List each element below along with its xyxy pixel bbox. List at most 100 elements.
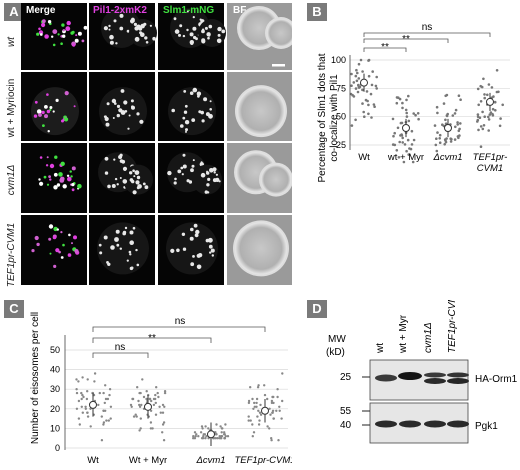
- micrograph-tile: [21, 72, 87, 141]
- panel-b-point: [435, 137, 438, 140]
- micrograph-tile: [89, 215, 155, 285]
- panel-c-point: [281, 399, 284, 403]
- panel-c-point: [104, 384, 107, 387]
- panel-b-point: [357, 86, 361, 89]
- panel-b-point: [367, 59, 370, 62]
- panel-c-point: [149, 421, 153, 424]
- micrograph-tile: [158, 3, 226, 70]
- panel-b-point: [410, 143, 414, 146]
- panel-b-point: [374, 84, 378, 88]
- panel-c-point: [84, 407, 88, 410]
- panel-c-point: [200, 437, 204, 440]
- panel-c-point: [109, 417, 112, 420]
- panel-c-point: [276, 388, 279, 391]
- panel-c-ytick: 0: [55, 443, 60, 453]
- panel-b-point: [441, 123, 444, 126]
- panel-c-point: [138, 403, 141, 407]
- panel-c-point: [100, 415, 104, 418]
- col-label-merge: Merge: [26, 5, 56, 16]
- panel-c-point: [194, 435, 197, 438]
- panel-c-point: [259, 403, 262, 407]
- panel-c-point: [220, 437, 223, 440]
- panel-b-point: [438, 141, 442, 144]
- panel-c-point: [252, 431, 256, 434]
- panel-c-point: [108, 388, 112, 391]
- panel-c-point: [86, 415, 90, 418]
- panel-c-point: [163, 390, 167, 393]
- panel-c-bracket-ns-2: ns: [92, 342, 149, 358]
- panel-b-point: [442, 102, 446, 105]
- panel-c-point: [272, 417, 275, 420]
- panel-c-point: [195, 433, 198, 436]
- panel-c-point: [212, 437, 216, 440]
- panel-b-ytick: 25: [336, 140, 346, 150]
- panel-c-point: [152, 403, 156, 407]
- panel-c-point: [86, 411, 89, 414]
- panel-b-point: [456, 123, 459, 126]
- row-label-wt-myriocin: wt + Myriocin: [6, 79, 17, 139]
- panel-c-ytick: 50: [50, 345, 60, 355]
- panel-b-point: [445, 137, 448, 140]
- panel-c-mean: [89, 400, 97, 409]
- panel-b-point: [501, 103, 504, 107]
- panel-c-point: [162, 439, 166, 442]
- panel-b-series-2: [433, 93, 462, 153]
- panel-b-category-label: TEF1pr-: [473, 152, 508, 163]
- panel-b-point: [409, 147, 413, 151]
- col-label-bf: BF: [233, 5, 246, 16]
- panel-c-point: [93, 380, 96, 383]
- panel-c-point: [277, 439, 280, 442]
- panel-c-point: [258, 411, 262, 414]
- panel-b-point: [371, 70, 374, 73]
- panel-c-point: [269, 413, 272, 416]
- panel-c-point: [215, 423, 218, 426]
- marker-55: 55: [340, 406, 352, 417]
- panel-b-point: [367, 74, 371, 78]
- panel-b-point: [412, 138, 416, 142]
- panel-b-point: [433, 124, 437, 127]
- panel-b-point: [411, 160, 415, 164]
- panel-b-point: [401, 101, 404, 105]
- panel-c-point: [161, 431, 164, 434]
- panel-b-point: [454, 125, 457, 129]
- panel-b-point: [366, 99, 369, 103]
- panel-b-point: [495, 69, 499, 72]
- panel-c-point: [252, 407, 255, 410]
- panel-b-mean: [486, 97, 494, 106]
- mw-label: MW: [328, 334, 346, 345]
- panel-b-point: [369, 92, 373, 96]
- micrograph-tile: [227, 143, 292, 213]
- panel-b-point: [375, 87, 378, 90]
- panel-b-point: [477, 128, 480, 132]
- panel-c-point: [104, 397, 108, 401]
- panel-c-point: [139, 417, 142, 420]
- panel-c-point: [219, 425, 222, 428]
- panel-b-point: [359, 58, 363, 62]
- panel-b-ytick: 50: [336, 112, 346, 122]
- panel-b-category-label: Wt: [358, 152, 370, 163]
- panel-c-point: [281, 372, 284, 375]
- panel-b-point: [487, 129, 490, 132]
- panel-b-point: [363, 115, 366, 118]
- panel-b-point: [398, 97, 402, 101]
- panel-c-point: [257, 384, 260, 387]
- panel-c-point: [253, 401, 256, 405]
- panel-b-point: [449, 140, 453, 143]
- panel-b-point: [406, 138, 410, 142]
- panel-b-point: [444, 94, 447, 98]
- panel-b-point: [412, 112, 415, 115]
- lane-label-wt-myr: wt + Myr: [398, 314, 409, 354]
- panel-c-point: [251, 397, 254, 401]
- panel-c-point: [271, 411, 274, 414]
- panel-b-point: [438, 137, 441, 140]
- panel-c-point: [138, 429, 141, 432]
- panel-b-point: [479, 100, 483, 103]
- panel-c-series-1: [129, 378, 167, 442]
- panel-c-point: [77, 399, 81, 403]
- blot-orm1-bands: [375, 372, 469, 384]
- panel-b-point: [404, 108, 408, 112]
- panel-c-mean: [144, 402, 152, 411]
- panel-c-point: [138, 405, 142, 408]
- panel-b-point: [393, 143, 397, 147]
- micrograph-tile: [158, 72, 224, 141]
